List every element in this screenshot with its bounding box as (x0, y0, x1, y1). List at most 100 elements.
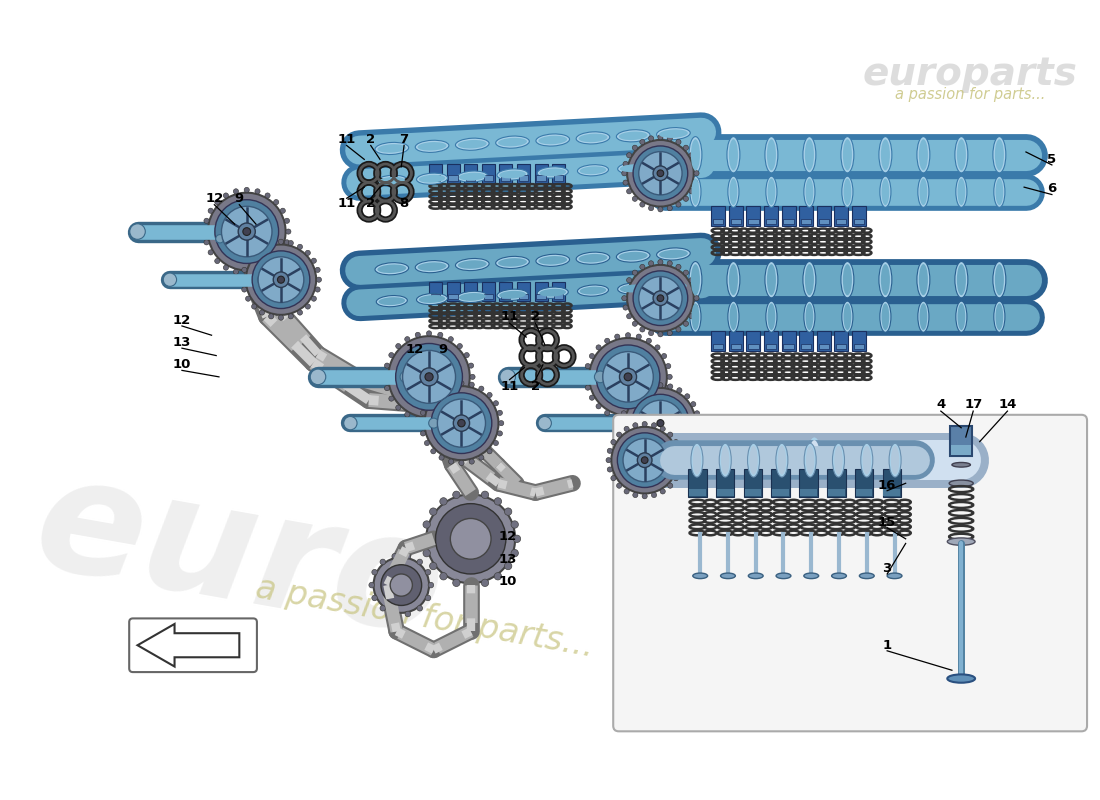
Bar (713, 343, 724, 349)
Circle shape (505, 508, 512, 515)
Ellipse shape (536, 254, 570, 266)
Bar (730, 218, 741, 224)
Ellipse shape (804, 573, 818, 578)
Ellipse shape (956, 176, 967, 207)
Circle shape (265, 193, 271, 198)
Ellipse shape (689, 262, 702, 298)
Ellipse shape (616, 250, 650, 262)
Ellipse shape (415, 140, 449, 153)
Circle shape (675, 264, 681, 270)
Bar (950, 426, 972, 455)
Bar (537, 294, 546, 299)
Circle shape (626, 333, 630, 338)
Circle shape (415, 416, 420, 422)
Circle shape (657, 420, 664, 426)
Ellipse shape (768, 178, 776, 205)
Ellipse shape (833, 443, 845, 477)
Text: 13: 13 (498, 553, 517, 566)
Circle shape (590, 354, 594, 358)
Ellipse shape (691, 443, 703, 477)
Polygon shape (138, 624, 240, 666)
Ellipse shape (727, 262, 740, 298)
Ellipse shape (539, 289, 566, 297)
Ellipse shape (576, 132, 609, 144)
Circle shape (640, 327, 645, 332)
Circle shape (632, 270, 638, 275)
Ellipse shape (957, 139, 966, 170)
Circle shape (458, 419, 465, 427)
Circle shape (487, 449, 492, 454)
Circle shape (634, 271, 688, 326)
Circle shape (286, 229, 292, 234)
Circle shape (464, 353, 470, 358)
Circle shape (384, 386, 389, 390)
Ellipse shape (536, 134, 570, 146)
Bar (818, 343, 828, 349)
Ellipse shape (459, 173, 485, 181)
Circle shape (658, 458, 663, 464)
Circle shape (379, 559, 386, 565)
Circle shape (693, 162, 697, 166)
Circle shape (469, 386, 474, 390)
Circle shape (415, 332, 420, 338)
Ellipse shape (842, 176, 852, 207)
Circle shape (584, 374, 588, 379)
Circle shape (632, 321, 638, 326)
Ellipse shape (776, 443, 788, 477)
Circle shape (627, 153, 631, 158)
Circle shape (420, 535, 428, 542)
Ellipse shape (843, 139, 851, 170)
Ellipse shape (496, 256, 529, 269)
Ellipse shape (891, 446, 900, 474)
Ellipse shape (955, 137, 968, 173)
Circle shape (245, 296, 251, 302)
Ellipse shape (917, 262, 930, 298)
Ellipse shape (616, 130, 650, 142)
Bar (817, 330, 830, 351)
Text: 11: 11 (500, 380, 519, 393)
Circle shape (654, 404, 660, 409)
Text: a passion for parts...: a passion for parts... (895, 87, 1046, 102)
Ellipse shape (499, 170, 526, 178)
Circle shape (676, 454, 682, 458)
Ellipse shape (806, 437, 823, 483)
Ellipse shape (375, 142, 408, 154)
Bar (449, 294, 458, 299)
Circle shape (649, 206, 653, 210)
Circle shape (683, 321, 689, 326)
Text: 11: 11 (338, 198, 355, 210)
Bar (801, 343, 812, 349)
Text: 16: 16 (878, 478, 896, 492)
Circle shape (297, 244, 302, 250)
Circle shape (617, 432, 621, 438)
Bar (689, 489, 706, 496)
Circle shape (637, 453, 652, 467)
Circle shape (438, 332, 443, 338)
Circle shape (647, 410, 651, 415)
Circle shape (666, 385, 671, 390)
Bar (535, 164, 548, 182)
Ellipse shape (375, 262, 408, 275)
Circle shape (258, 257, 304, 302)
Circle shape (459, 381, 464, 386)
Bar (782, 206, 795, 226)
Circle shape (403, 350, 455, 403)
Circle shape (607, 448, 613, 454)
Circle shape (297, 310, 302, 315)
Circle shape (448, 412, 453, 417)
Bar (535, 282, 548, 301)
Ellipse shape (767, 139, 775, 170)
FancyBboxPatch shape (129, 618, 257, 672)
Circle shape (242, 287, 246, 292)
Circle shape (288, 241, 294, 246)
Ellipse shape (719, 443, 732, 477)
Circle shape (693, 305, 697, 310)
Circle shape (241, 226, 252, 237)
Ellipse shape (952, 462, 970, 467)
Bar (852, 330, 866, 351)
Ellipse shape (658, 161, 689, 172)
Bar (482, 164, 495, 182)
Circle shape (653, 291, 668, 306)
Circle shape (425, 441, 430, 446)
Circle shape (619, 368, 637, 386)
